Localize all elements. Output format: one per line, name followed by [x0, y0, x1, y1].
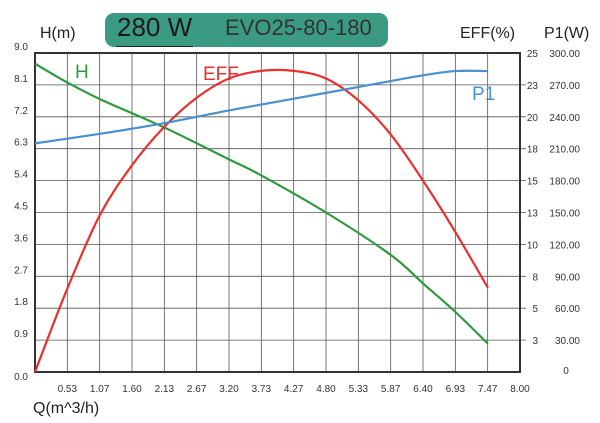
model-label: EVO25-80-180	[225, 15, 372, 40]
header-badge	[105, 13, 388, 47]
y-p1-tick-label: 90.00	[555, 272, 580, 283]
x-tick-label: 6.40	[413, 384, 433, 395]
y-p1-tick-label: 240.00	[549, 113, 580, 124]
x-tick-label: 3.20	[219, 384, 239, 395]
y-left-tick-label: 6.3	[14, 138, 28, 149]
y-p1-tick-label: 120.00	[549, 240, 580, 251]
y-p1-tick-label: 150.00	[549, 209, 580, 220]
x-tick-label: 1.60	[122, 384, 142, 395]
y-left-tick-label: 7.2	[14, 106, 28, 117]
x-tick-label: 5.87	[381, 384, 401, 395]
y-eff-tick-label: 23	[527, 81, 539, 92]
plot-frame	[34, 52, 521, 373]
y-eff-tick-label: 18	[527, 145, 539, 156]
x-tick-label: 4.27	[284, 384, 304, 395]
y-left-tick-label: 1.8	[14, 297, 28, 308]
x-tick-label: 2.67	[187, 384, 207, 395]
series-line-h	[34, 62, 489, 345]
series-label-h: H	[75, 62, 89, 83]
y-p1-tick-label: 0	[563, 366, 569, 377]
y-p1-tick-label: 300.00	[549, 49, 580, 60]
x-tick-label: 8.00	[510, 384, 530, 395]
y-eff-tick-label: 10	[527, 240, 539, 251]
y-left-tick-label: 9.0	[14, 42, 28, 53]
x-axis-label: Q(m^3/h)	[33, 400, 100, 417]
series-line-eff	[33, 68, 489, 373]
y-eff-tick-label: 15	[527, 177, 539, 188]
y-p1-tick-label: 30.00	[555, 336, 580, 347]
y-p1-tick-label: 210.00	[549, 145, 580, 156]
y-left-tick-label: 8.1	[14, 74, 28, 85]
y-left-tick-label: 5.4	[14, 170, 28, 181]
x-tick-label: 1.07	[90, 384, 110, 395]
y-eff-tick-label: 20	[527, 113, 539, 124]
power-label: 280 W	[117, 12, 193, 42]
y-left-tick-label: 2.7	[14, 265, 28, 276]
y-eff-tick-label: 3	[532, 336, 538, 347]
x-tick-label: 0.53	[58, 384, 78, 395]
y-left-tick-label: 0.0	[14, 372, 28, 383]
x-tick-label: 6.93	[446, 384, 466, 395]
y-eff-tick-label: 8	[532, 272, 538, 283]
series-label-p1: P1	[472, 84, 495, 105]
x-tick-label: 2.13	[155, 384, 175, 395]
y-eff-tick-label: 25	[527, 49, 539, 60]
y-left-label: H(m)	[40, 25, 76, 42]
x-tick-label: 3.73	[252, 384, 272, 395]
x-tick-label: 4.80	[316, 384, 336, 395]
y-left-tick-label: 0.9	[14, 329, 28, 340]
power-underline	[116, 46, 193, 47]
y-p1-label: P1(W)	[544, 25, 590, 42]
y-eff-tick-label: 13	[527, 209, 539, 220]
series-line-p1	[34, 69, 488, 145]
series-label-eff: EFF	[203, 64, 239, 85]
x-tick-label: 5.33	[349, 384, 369, 395]
x-tick-label: 7.47	[478, 384, 498, 395]
y-p1-tick-label: 270.00	[549, 81, 580, 92]
y-p1-tick-label: 60.00	[555, 304, 580, 315]
y-left-tick-label: 4.5	[14, 202, 28, 213]
y-left-tick-label: 3.6	[14, 233, 28, 244]
y-eff-tick-label: 5	[532, 304, 538, 315]
y-p1-tick-label: 180.00	[549, 177, 580, 188]
y-eff-label: EFF(%)	[460, 25, 516, 42]
